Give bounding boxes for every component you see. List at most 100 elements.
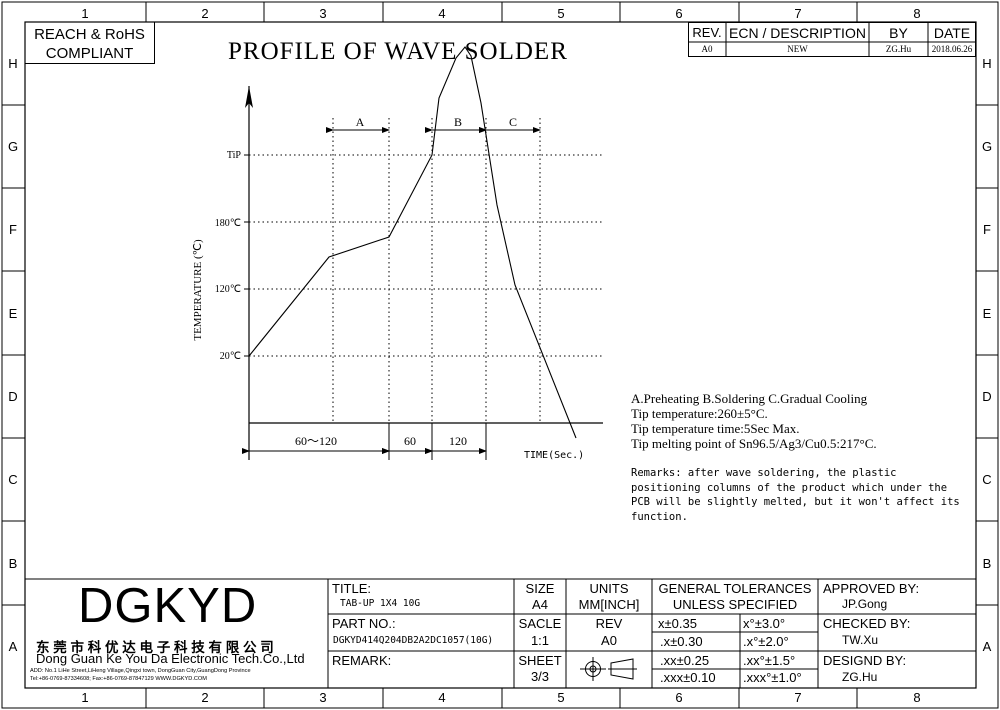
y-axis-title: TEMPERATURE (℃) [192,239,204,341]
zone-row-e-left: E [8,306,18,321]
zone-row-h-left: H [8,56,18,71]
zone-col-5-top: 5 [557,6,565,21]
time-segment-label-2: 60 [404,434,416,448]
zone-col-5-bottom: 5 [557,690,565,705]
designed-by-label: DESIGND BY: [823,653,907,668]
approved-by-value: JP.Gong [842,597,888,611]
units-value: MM[INCH] [578,597,640,612]
part-no-value: DGKYD414Q204DB2A2DC1057(10G) [333,635,494,646]
zone-col-1-bottom: 1 [81,690,89,705]
date-value: 2018.06.26 [931,44,973,54]
remark-label: REMARK: [332,653,392,668]
remarks-line-1: Remarks: after wave soldering, the plast… [631,467,897,479]
zone-col-2-top: 2 [201,6,209,21]
zone-row-a-left: A [8,639,18,654]
zone-row-b-left: B [8,556,18,571]
note-line-1: A.Preheating B.Soldering C.Gradual Cooli… [631,391,868,406]
units-label: UNITS [589,581,629,596]
zone-row-d-right: D [982,389,992,404]
designed-by-value: ZG.Hu [842,670,878,684]
compliance-box: REACH & RoHS COMPLIANT [25,22,155,64]
phase-label-a: A [356,115,365,129]
zone-col-4-bottom: 4 [438,690,446,705]
note-line-2: Tip temperature:260±5°C. [631,406,768,421]
compliance-line-2: COMPLIANT [45,45,134,62]
compliance-line-1: REACH & RoHS [34,26,145,43]
approved-by-label: APPROVED BY: [823,581,920,596]
tolerance-linear-1: .x±0.30 [660,634,703,649]
zone-row-g-right: G [981,139,993,154]
note-line-4: Tip melting point of Sn96.5/Ag3/Cu0.5:21… [631,436,877,451]
tolerances-title-1: GENERAL TOLERANCES [658,581,812,596]
tolerance-linear-3: .xxx±0.10 [660,670,716,685]
rev-value: A0 [701,44,713,54]
zone-row-d-left: D [8,389,18,404]
part-no-label: PART NO.: [332,616,396,631]
scale-value: 1:1 [530,633,550,648]
y-tick-label-120: 120℃ [215,284,241,295]
tolerance-linear-2: .xx±0.25 [660,653,710,668]
zone-col-1-top: 1 [81,6,89,21]
phase-label-c: C [509,115,517,129]
zone-col-8-top: 8 [913,6,921,21]
x-axis-title: TIME(Sec.) [524,450,584,461]
y-axis-arrow-icon [245,86,253,108]
sheet-label: SHEET [518,653,562,668]
tolerance-angular-1: .x°±2.0° [743,634,789,649]
projection-symbol-icon [580,657,637,681]
checked-by-value: TW.Xu [842,633,879,647]
process-notes: A.Preheating B.Soldering C.Gradual Cooli… [631,391,877,451]
tolerance-linear-0: x±0.35 [658,616,697,631]
remarks-line-3: PCB will be slightly melted, but it won'… [631,496,960,509]
by-value: ZG.Hu [885,44,912,54]
zone-col-7-bottom: 7 [794,690,802,705]
company-address: ADD: No.1 LiHe Street,LiHeng Village,Qin… [30,668,251,674]
zone-col-3-bottom: 3 [319,690,327,705]
scale-label: SACLE [518,616,562,631]
time-segment-label-1: 60～120 [295,434,337,448]
date-header: DATE [933,25,971,41]
rev-header: REV. [692,25,722,40]
revision-table-grid [688,22,976,57]
sheet-value: 3/3 [530,669,550,684]
phase-label-b: B [454,115,462,129]
zone-row-f-left: F [9,222,17,237]
zone-row-a-right: A [982,639,992,654]
zone-col-7-top: 7 [794,6,802,21]
ecn-header: ECN / DESCRIPTION [729,25,866,41]
size-label: SIZE [525,581,555,596]
drawing-title: PROFILE OF WAVE SOLDER [228,38,568,65]
y-tick-label-tip: TiP [227,150,242,161]
company-name-en: Dong Guan Ke You Da Electronic Tech.Co.,… [36,651,305,666]
company-contact: Tel:+86-0769-87334608; Fax:+86-0769-8784… [30,676,207,682]
zone-row-g-left: G [7,139,19,154]
checked-by-label: CHECKED BY: [823,616,911,631]
remarks-line-2: positioning columns of the product which… [631,481,948,494]
note-line-3: Tip temperature time:5Sec Max. [631,421,800,436]
remarks-block: Remarks: after wave soldering, the plast… [631,466,960,524]
rev-label: REV [595,616,623,631]
company-logo: DGKYD [78,579,258,633]
zone-col-2-bottom: 2 [201,690,209,705]
by-header: BY [889,25,908,41]
rev-value-block: A0 [601,633,617,648]
tolerance-angular-2: .xx°±1.5° [743,653,796,668]
zone-row-e-right: E [982,306,992,321]
title-value: TAB-UP 1X4 10G [340,598,421,609]
ecn-value: NEW [787,44,808,54]
y-tick-label-20: 20℃ [220,351,241,362]
temperature-profile-line [248,46,577,439]
tolerances-title-2: UNLESS SPECIFIED [672,597,798,612]
title-label: TITLE: [332,581,372,596]
zone-row-c-left: C [8,472,18,487]
zone-row-f-right: F [983,222,991,237]
zone-row-b-right: B [982,556,992,571]
zone-row-c-right: C [982,472,992,487]
zone-row-h-right: H [982,56,992,71]
size-value: A4 [532,597,548,612]
zone-col-4-top: 4 [438,6,446,21]
remarks-line-4: function. [631,510,688,523]
zone-col-6-bottom: 6 [675,690,683,705]
